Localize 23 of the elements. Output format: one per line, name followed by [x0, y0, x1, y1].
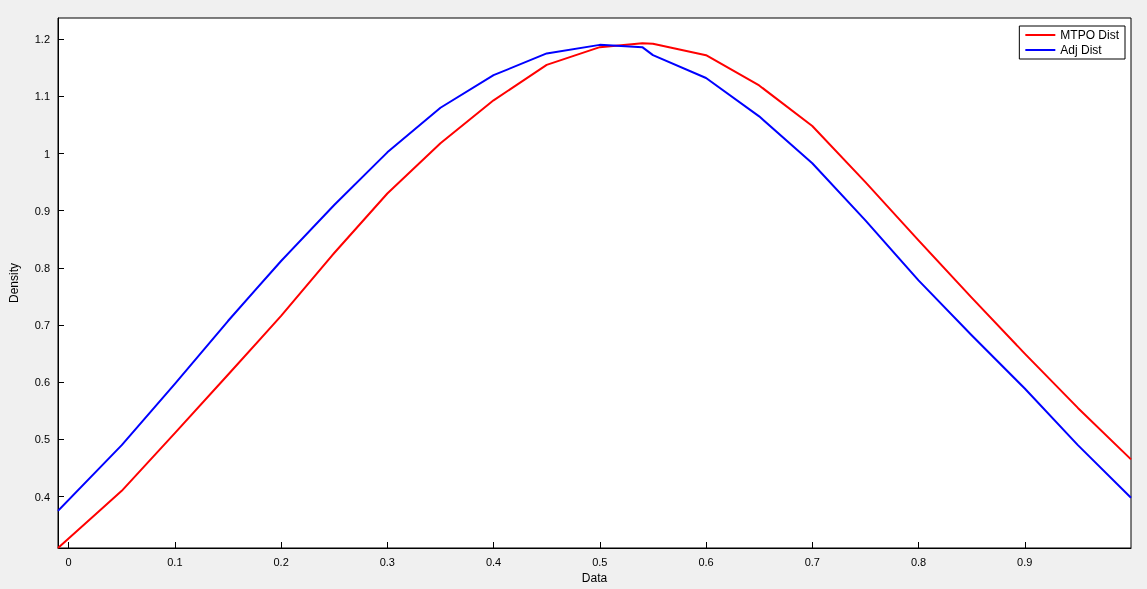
y-tick-label: 0.9 [34, 204, 50, 217]
x-tick-label: 0.1 [167, 555, 183, 568]
y-tick-label: 0.7 [34, 319, 50, 332]
y-tick-label: 0.8 [34, 261, 50, 274]
y-tick-label: 1.1 [34, 90, 50, 103]
x-axis-title: Data [581, 570, 608, 585]
x-tick-label: 0.6 [698, 555, 714, 568]
y-tick-label: 0.4 [34, 490, 50, 503]
y-tick-label: 0.6 [34, 376, 50, 389]
x-tick-label: 0 [65, 555, 72, 568]
legend-label: MTPO Dist [1060, 28, 1120, 42]
y-tick-label: 1 [43, 147, 50, 160]
y-tick-label: 0.5 [34, 433, 50, 446]
y-tick-label: 1.2 [34, 33, 50, 46]
x-tick-label: 0.8 [910, 555, 927, 568]
x-tick-label: 0.3 [379, 555, 395, 568]
x-tick-label: 0.7 [804, 555, 820, 568]
x-tick-label: 0.2 [273, 555, 289, 568]
legend-label: Adj Dist [1060, 43, 1103, 57]
x-tick-label: 0.4 [485, 555, 502, 568]
x-tick-label: 0.5 [592, 555, 608, 568]
x-tick-label: 0.9 [1017, 555, 1033, 568]
y-axis-title: Density [7, 262, 21, 304]
